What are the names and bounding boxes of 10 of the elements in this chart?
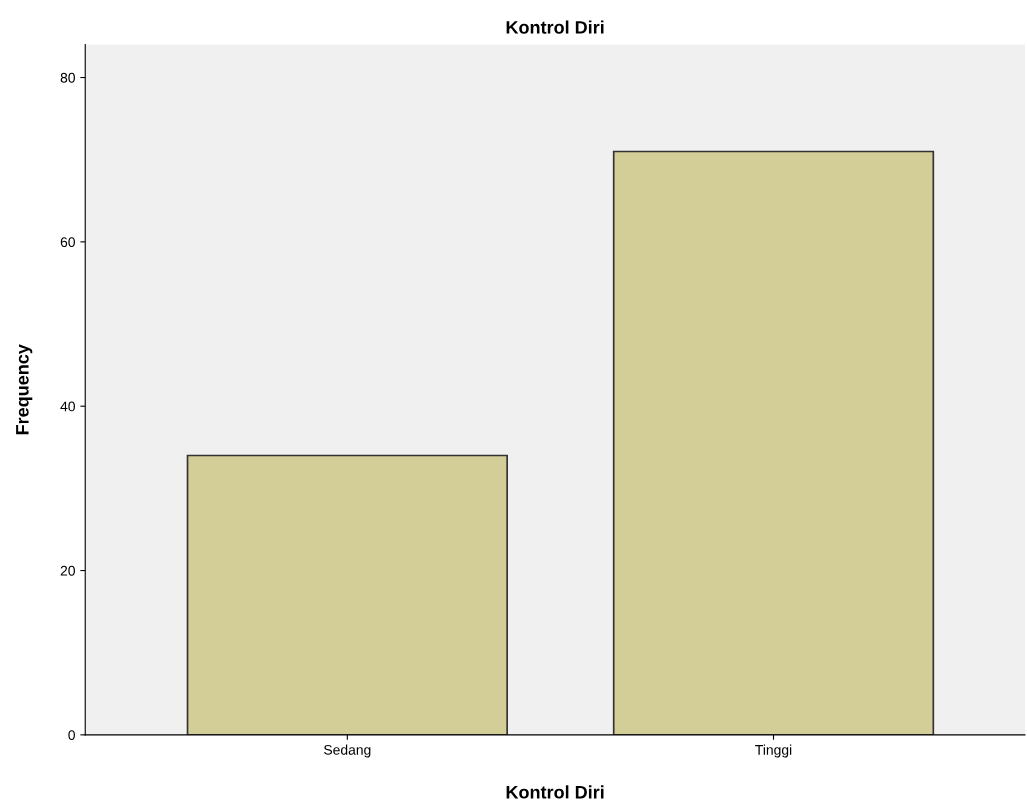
y-tick-label: 80 <box>60 72 75 83</box>
y-tick-label: 60 <box>60 237 75 248</box>
x-tick-label: Tinggi <box>755 744 792 758</box>
y-tick-label: 0 <box>68 730 75 741</box>
y-tick-label: 20 <box>60 565 75 576</box>
y-axis-title: Frequency <box>16 344 33 435</box>
chart-title: Kontrol Diri <box>506 20 604 34</box>
y-tick-label: 40 <box>60 401 75 412</box>
x-axis-title: Kontrol Diri <box>506 785 604 799</box>
x-tick-label: Sedang <box>324 744 371 758</box>
